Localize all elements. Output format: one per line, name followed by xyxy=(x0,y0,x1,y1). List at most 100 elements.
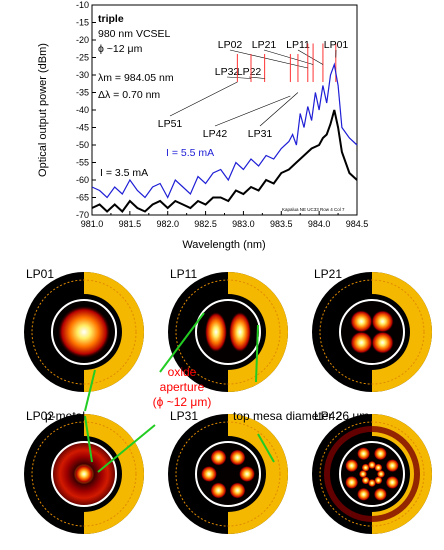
mode-images: LP01 LP11 LP21 LP02 LP31 LP42 xyxy=(24,267,432,534)
y-tick-label: -45 xyxy=(76,123,89,133)
mode-lobe xyxy=(377,470,385,478)
y-tick-label: -35 xyxy=(76,88,89,98)
mode-label-lp21: LP21 xyxy=(252,39,277,51)
mode-lobe xyxy=(75,465,93,483)
x-tick-label: 984.5 xyxy=(346,219,369,229)
mode-title-lp02: LP02 xyxy=(26,409,54,423)
mesa-outline xyxy=(319,421,425,527)
mode-lobe xyxy=(385,459,399,473)
pmetal-ring xyxy=(228,414,288,534)
mode-label-lp32: LP32 xyxy=(215,66,240,78)
mode-leader xyxy=(259,92,299,127)
mode-leader xyxy=(229,49,308,69)
aperture-outline xyxy=(339,299,405,365)
x-tick-label: 983.0 xyxy=(232,219,255,229)
mode-lobe xyxy=(229,449,246,466)
mode-lobe xyxy=(373,447,387,461)
mode-lobe xyxy=(229,312,251,352)
y-tick-label: -10 xyxy=(76,0,89,10)
mode-lobe xyxy=(357,447,371,461)
mode-image-lp31: LP31 xyxy=(168,409,288,534)
mode-title-lp42: LP42 xyxy=(314,409,342,423)
mode-lobe xyxy=(345,475,359,489)
mode-lobe xyxy=(368,479,376,487)
mode-title-lp21: LP21 xyxy=(314,267,342,281)
mesa-outline xyxy=(175,279,281,385)
aperture-outline xyxy=(51,299,117,365)
y-tick-label: -50 xyxy=(76,140,89,150)
pmetal-ring xyxy=(228,272,288,392)
mode-image-lp11: LP11 xyxy=(168,267,288,392)
oxide-label-1: oxide xyxy=(168,365,197,379)
spectrum-chart: -10-15-20-25-30-35-40-45-50-55-60-65-70 … xyxy=(37,0,368,251)
footnote: Kapalua NE UC33 Row 4 Col 7 xyxy=(282,207,345,212)
x-tick-label: 984.0 xyxy=(308,219,331,229)
mode-image-lp21: LP21 xyxy=(312,267,432,392)
x-tick-label: 983.5 xyxy=(270,219,293,229)
annotation-phi: ϕ ~12 μm xyxy=(98,43,143,55)
aperture-outline xyxy=(51,441,117,507)
mode-lobe xyxy=(385,475,399,489)
mode-leader xyxy=(226,76,252,79)
mode-label-lp51: LP51 xyxy=(158,118,183,130)
mode-lobe xyxy=(210,449,227,466)
annotation-triple: triple xyxy=(98,13,124,25)
mode-leader xyxy=(297,49,324,65)
mode-lobe xyxy=(350,331,373,354)
mode-label-lp31: LP31 xyxy=(248,128,273,140)
series-line-i-5-5-ma xyxy=(91,62,358,199)
mode-lobe xyxy=(361,476,370,485)
oxide-aperture xyxy=(340,442,404,506)
series xyxy=(91,62,358,213)
y-tick-label: -40 xyxy=(76,105,89,115)
mode-lobe xyxy=(350,310,373,333)
mode-lobe xyxy=(368,461,376,469)
mesa-outline xyxy=(31,279,137,385)
pmetal-ring xyxy=(84,272,144,392)
mode-lobe xyxy=(239,466,255,482)
x-tick-label: 981.0 xyxy=(81,219,104,229)
mode-image-lp01: LP01 xyxy=(24,267,144,392)
y-tick-label: -30 xyxy=(76,70,89,80)
oxide-label-3: (ϕ ~12 μm) xyxy=(153,395,212,409)
mode-leader xyxy=(169,81,238,117)
mode-image-lp02: LP02 xyxy=(24,409,144,534)
y-tick-label: -60 xyxy=(76,175,89,185)
annotation-device: 980 nm VCSEL xyxy=(98,28,171,40)
oxide-label-2: aperture xyxy=(160,380,205,394)
leader-lines xyxy=(84,312,275,473)
mode-label-lp22: LP22 xyxy=(237,66,262,78)
mode-leader xyxy=(248,76,265,79)
annotation-delta-lambda: Δλ = 0.70 nm xyxy=(98,89,160,101)
x-axis-label: Wavelength (nm) xyxy=(182,239,265,251)
y-tick-label: -20 xyxy=(76,35,89,45)
mode-lobe xyxy=(201,466,217,482)
mode-leader xyxy=(214,95,291,127)
mode-lobe xyxy=(357,487,371,501)
y-tick-label: -15 xyxy=(76,18,89,28)
x-axis: 981.0 981.5 982.0 982.5 983.0 983.5 984.0 984.5 xyxy=(81,211,369,229)
pmetal-ring xyxy=(372,272,432,392)
mode-title-lp11: LP11 xyxy=(170,267,197,281)
pmetal-ring xyxy=(372,414,432,534)
y-tick-label: -25 xyxy=(76,53,89,63)
mode-lobe xyxy=(373,487,387,501)
mode-lobe xyxy=(58,306,110,358)
aperture-outline xyxy=(195,441,261,507)
x-tick-label: 982.0 xyxy=(156,219,179,229)
pmetal-label: p-metal xyxy=(45,409,85,423)
x-tick-label: 982.5 xyxy=(194,219,217,229)
mode-title-lp01: LP01 xyxy=(26,267,54,281)
mode-lobe xyxy=(205,312,227,352)
mode-lobe xyxy=(374,463,383,472)
mesa-outline xyxy=(31,421,137,527)
y-tick-label: -65 xyxy=(76,193,89,203)
y-axis-label: Optical output power (dBm) xyxy=(37,43,49,177)
mode-label-lp02: LP02 xyxy=(218,39,243,51)
mode-label-lp42: LP42 xyxy=(203,128,228,140)
mode-leader xyxy=(263,49,314,65)
y-tick-label: -55 xyxy=(76,158,89,168)
mode-title-lp31: LP31 xyxy=(170,409,198,423)
y-axis: -10 -15 -20 -25 -30 -35 -40 -45 -50 -55 -60 -65 -70 xyxy=(76,0,96,220)
mode-lobe xyxy=(210,482,227,499)
